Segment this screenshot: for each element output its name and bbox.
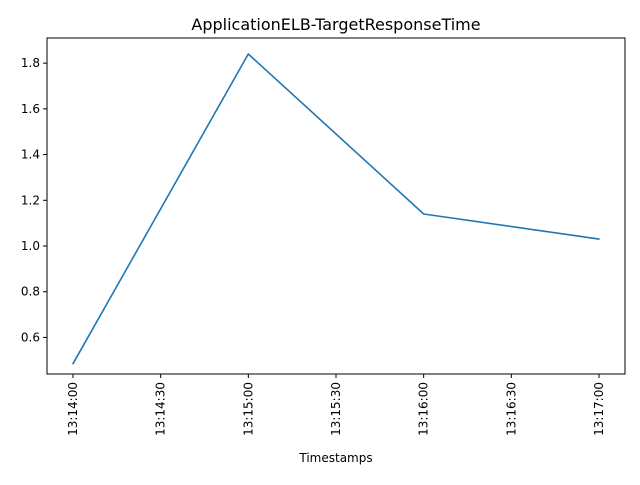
x-axis-label: Timestamps xyxy=(298,451,372,465)
x-tick-label: 13:16:30 xyxy=(504,382,518,436)
x-tick-label: 13:14:30 xyxy=(154,382,168,436)
x-tick-label: 13:15:00 xyxy=(241,382,255,436)
y-tick-label: 1.0 xyxy=(21,239,40,253)
y-tick-label: 1.2 xyxy=(21,193,40,207)
y-tick-label: 0.6 xyxy=(21,330,40,344)
x-tick-label: 13:16:00 xyxy=(417,382,431,436)
x-tick-label: 13:15:30 xyxy=(329,382,343,436)
y-tick-label: 1.8 xyxy=(21,56,40,70)
y-tick-label: 1.4 xyxy=(21,148,40,162)
y-tick-label: 0.8 xyxy=(21,285,40,299)
y-tick-label: 1.6 xyxy=(21,102,40,116)
x-tick-label: 13:17:00 xyxy=(592,382,606,436)
chart-title: ApplicationELB-TargetResponseTime xyxy=(191,15,480,34)
x-tick-label: 13:14:00 xyxy=(66,382,80,436)
